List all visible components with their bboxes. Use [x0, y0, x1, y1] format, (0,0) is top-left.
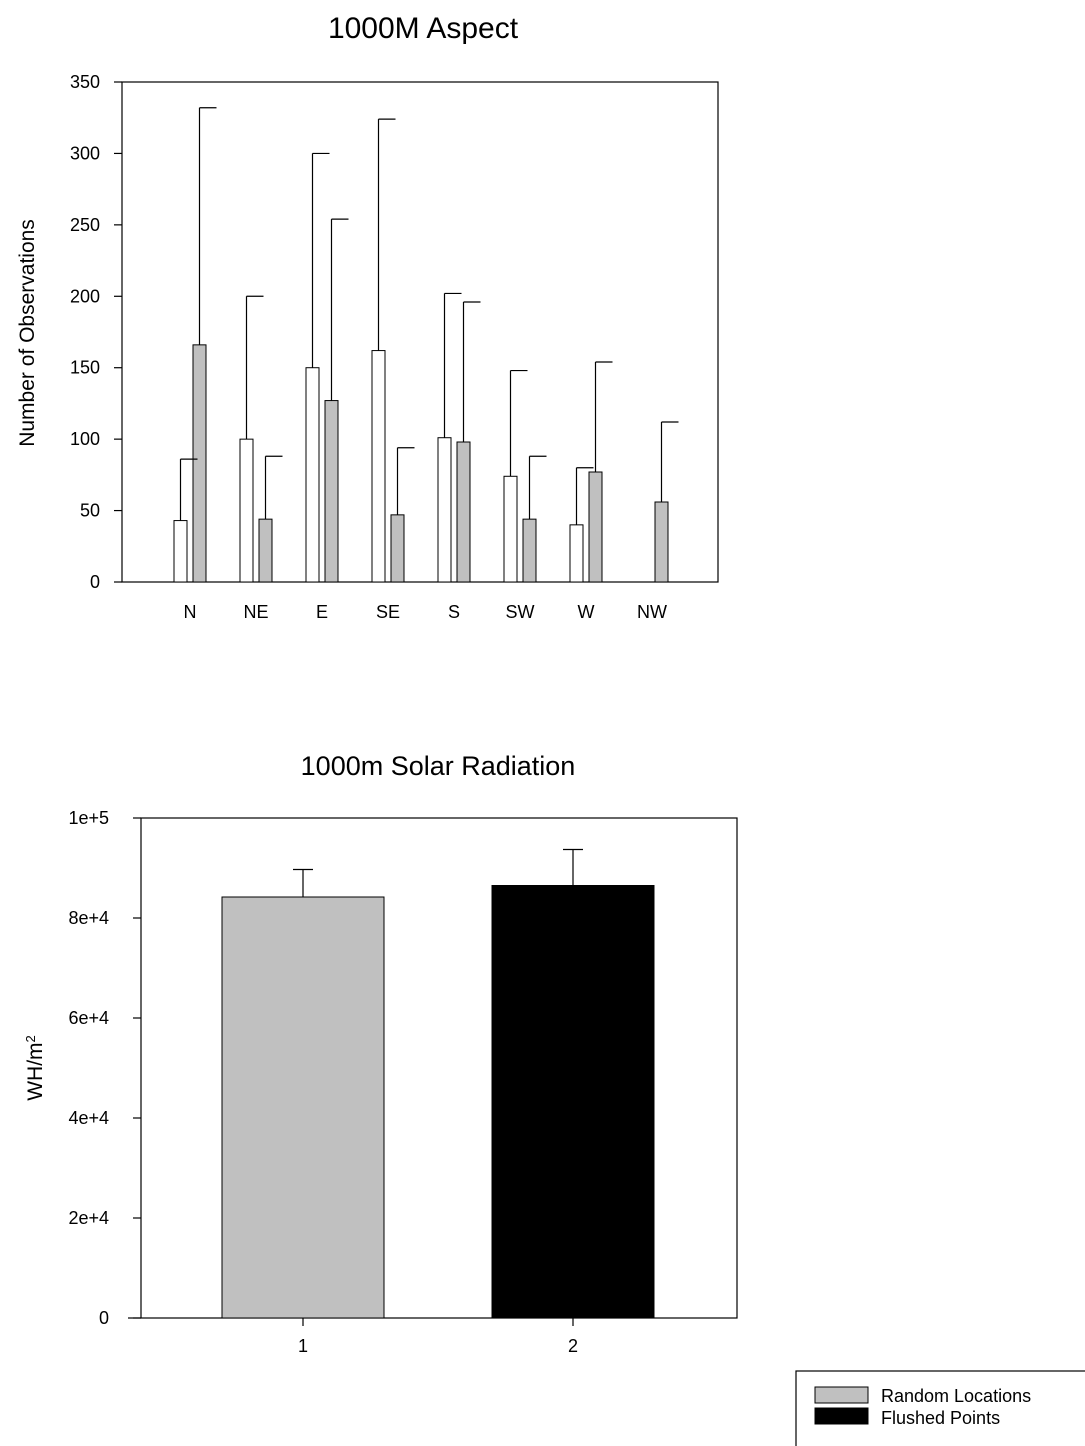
aspect-y-ticks: 0 50 100 150 200 250 300 350 [70, 72, 122, 592]
solar-chart-title: 1000m Solar Radiation [301, 751, 576, 781]
solar-y-tick-label: 6e+4 [68, 1008, 109, 1028]
solar-plot-frame [140, 817, 738, 1319]
aspect-y-tick-label: 50 [80, 501, 100, 521]
solar-y-tick-label: 1e+5 [68, 808, 109, 828]
solar-y-tick-label: 2e+4 [68, 1208, 109, 1228]
aspect-x-tick-label: NE [243, 602, 268, 622]
solar-y-ticks: 0 2e+4 4e+4 6e+4 8e+4 1e+5 [68, 808, 141, 1328]
legend-label-flushed: Flushed Points [881, 1408, 1000, 1428]
aspect-x-tick-label: N [184, 602, 197, 622]
aspect-bar [390, 514, 405, 583]
legend-swatch-random [814, 1386, 869, 1404]
aspect-bar [456, 441, 471, 583]
solar-y-tick-label: 0 [99, 1308, 109, 1328]
solar-x-tick-label: 2 [568, 1336, 578, 1356]
aspect-x-tick-label: SE [376, 602, 400, 622]
aspect-y-axis-label: Number of Observations [16, 219, 39, 447]
aspect-y-tick-label: 0 [90, 572, 100, 592]
aspect-bar [192, 344, 207, 583]
aspect-y-tick-label: 300 [70, 143, 100, 163]
aspect-bar [324, 400, 339, 583]
aspect-y-tick-label: 150 [70, 358, 100, 378]
solar-bar [221, 896, 385, 1319]
solar-y-axis-label-sup: 2 [23, 1035, 38, 1042]
aspect-x-tick-label: NW [637, 602, 667, 622]
aspect-bar [522, 518, 537, 583]
aspect-bar [569, 524, 584, 583]
aspect-bar [173, 520, 188, 583]
aspect-chart-title: 1000M Aspect [328, 12, 519, 45]
legend-swatch-flushed [814, 1407, 869, 1425]
aspect-y-tick-label: 100 [70, 429, 100, 449]
aspect-bar [437, 437, 452, 583]
aspect-x-tick-label: E [316, 602, 328, 622]
solar-y-axis-label: WH/m2 [23, 1035, 48, 1101]
aspect-bar [371, 350, 386, 583]
aspect-bar [588, 471, 603, 583]
aspect-bar [305, 367, 320, 583]
aspect-bar [503, 475, 518, 583]
solar-error-bars [293, 848, 583, 897]
aspect-x-tick-label: SW [506, 602, 535, 622]
solar-bars [221, 885, 655, 1319]
aspect-error-bars [179, 107, 679, 525]
aspect-chart: 1000M Aspect Number of Observations 0 50 1… [16, 12, 719, 622]
aspect-plot-frame [121, 81, 719, 583]
solar-chart: 1000m Solar Radiation WH/m2 02e+44e+46e+… [23, 751, 738, 1356]
legend: Random Locations Flushed Points [795, 1370, 1085, 1446]
aspect-y-tick-label: 350 [70, 72, 100, 92]
legend-label-random: Random Locations [881, 1386, 1031, 1406]
aspect-y-tick-label: 200 [70, 286, 100, 306]
aspect-bars [173, 344, 669, 583]
aspect-x-tick-label: S [448, 602, 460, 622]
aspect-y-tick-label: 250 [70, 215, 100, 235]
aspect-bar [258, 518, 273, 583]
solar-y-axis-label-main: WH/m [24, 1042, 47, 1100]
aspect-x-tick-labels: N NE E SE S SW W NW [184, 602, 668, 622]
solar-y-tick-label: 8e+4 [68, 908, 109, 928]
aspect-bar [239, 438, 254, 583]
aspect-x-tick-label: W [578, 602, 595, 622]
solar-x-tick-label: 1 [298, 1336, 308, 1356]
aspect-bar [654, 501, 669, 583]
solar-y-tick-label: 4e+4 [68, 1108, 109, 1128]
solar-bar [491, 885, 655, 1319]
